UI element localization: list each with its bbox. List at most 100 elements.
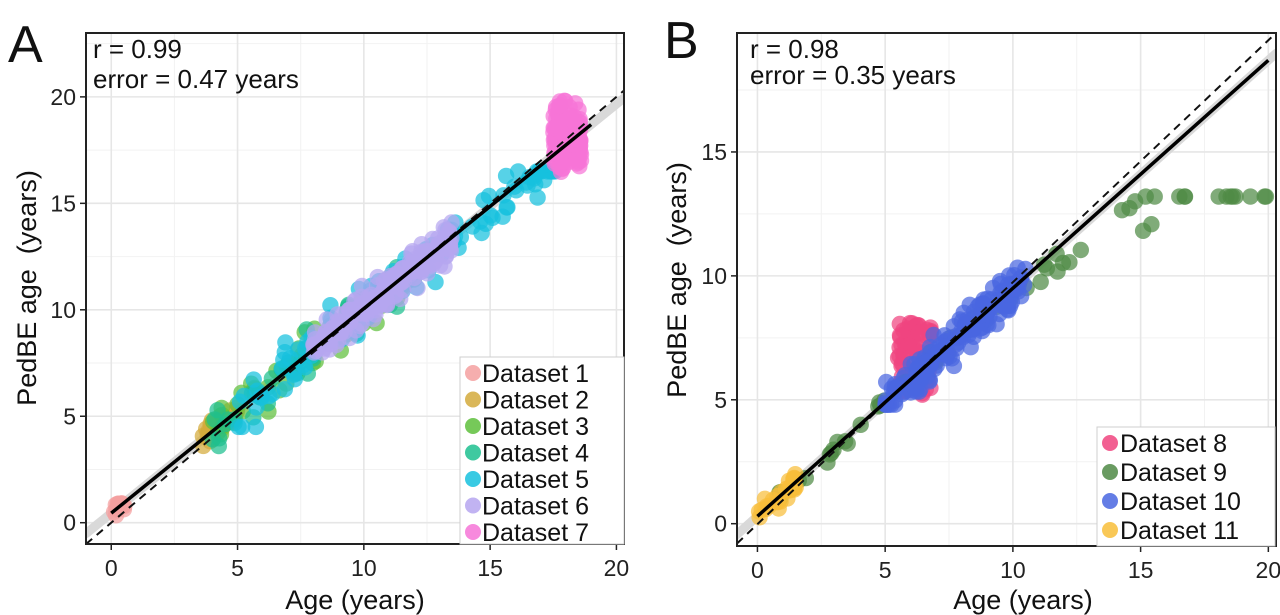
data-point [921, 373, 938, 390]
legend-label: Dataset 1 [482, 360, 589, 388]
panel-a-x-ticks: 0 5 10 15 20 [105, 544, 629, 581]
data-point [437, 221, 454, 239]
panel-b-lines [737, 33, 1276, 545]
data-point [536, 172, 553, 189]
x-tick-label: 0 [751, 557, 764, 583]
legend-swatch [465, 471, 481, 487]
data-point [1224, 188, 1241, 205]
data-point [1054, 254, 1072, 272]
legend-label: Dataset 6 [482, 493, 589, 521]
series-dataset-6 [305, 214, 460, 361]
y-tick-label: 5 [63, 403, 76, 429]
x-tick-label: 15 [1128, 557, 1154, 583]
y-tick-label: 5 [714, 387, 727, 413]
y-tick-label: 15 [50, 190, 76, 216]
legend-label: Dataset 8 [1120, 430, 1227, 458]
data-point [907, 383, 925, 400]
regression-line [110, 123, 593, 515]
data-point [499, 199, 516, 216]
data-point [568, 152, 585, 169]
data-point [1146, 188, 1163, 205]
data-point [353, 288, 370, 305]
y-tick-label: 10 [50, 297, 76, 323]
panel-letter-a: A [8, 16, 43, 74]
data-point [563, 111, 580, 128]
data-point [1032, 273, 1049, 291]
x-tick-label: 10 [1000, 557, 1026, 583]
legend-label: Dataset 7 [482, 519, 589, 547]
data-point [992, 275, 1009, 293]
x-tick-label: 0 [105, 555, 118, 581]
data-point [553, 145, 570, 162]
panel-a: A 0 5 10 15 20 0 5 10 15 20 Age (years) PedBE ag… [8, 16, 629, 615]
panel-b-frame [736, 32, 1277, 547]
data-point [910, 324, 927, 341]
legend-swatch [1102, 493, 1118, 509]
data-point [497, 167, 515, 185]
panel-b-annotation-r: r = 0.98 [750, 34, 839, 64]
data-point [551, 97, 569, 114]
data-point [751, 509, 768, 526]
data-point [1072, 241, 1090, 259]
data-point [276, 381, 293, 398]
legend-swatch [465, 524, 481, 540]
data-point [756, 490, 774, 507]
data-point [529, 189, 546, 206]
regression-line [756, 58, 1270, 518]
identity-line [737, 33, 1276, 545]
data-point [376, 279, 394, 296]
panel-a-lines [86, 89, 624, 544]
panel-b-y-ticks: 0 5 10 15 [701, 139, 737, 537]
panel-b-x-ticks: 0 5 10 15 20 [751, 546, 1280, 583]
data-point [416, 247, 433, 265]
legend-label: Dataset 10 [1120, 488, 1241, 516]
x-tick-label: 20 [604, 555, 630, 581]
panel-letter-b: B [664, 12, 699, 70]
y-tick-label: 0 [63, 510, 76, 536]
data-point [1257, 188, 1275, 205]
panel-a-y-ticks: 0 5 10 15 20 [50, 84, 86, 536]
data-point [941, 348, 958, 365]
panel-a-y-axis-title: PedBE age (years) [12, 170, 42, 406]
data-point [289, 341, 306, 358]
legend-label: Dataset 2 [482, 387, 589, 415]
panel-a-annotation-r: r = 0.99 [93, 34, 182, 64]
panel-a-points [105, 92, 590, 524]
panel-b-x-axis-title: Age (years) [953, 585, 1093, 615]
y-tick-label: 15 [701, 139, 727, 165]
legend-label: Dataset 9 [1120, 459, 1227, 487]
data-point [1126, 193, 1144, 210]
y-tick-label: 20 [50, 84, 76, 110]
data-point [1000, 302, 1017, 319]
data-point [247, 418, 265, 436]
data-point [234, 418, 251, 436]
data-point [367, 306, 384, 323]
legend-swatch [1102, 522, 1118, 538]
x-tick-label: 5 [879, 557, 892, 583]
legend-swatch [1102, 435, 1118, 451]
data-point [1038, 260, 1056, 277]
panel-b: B 0 5 10 15 20 0 5 10 15 Age (years) PedBE age … [662, 12, 1280, 615]
panel-b-annotation-error: error = 0.35 years [750, 60, 956, 90]
legend-swatch [465, 497, 481, 514]
legend-label: Dataset 3 [482, 413, 589, 441]
panel-b-y-axis-title: PedBE age (years) [662, 162, 692, 398]
legend-swatch [465, 365, 481, 381]
legend-box [1096, 426, 1276, 547]
legend-swatch [465, 391, 481, 408]
panel-a-x-axis-title: Age (years) [285, 585, 425, 615]
x-tick-label: 20 [1256, 557, 1280, 583]
y-tick-label: 0 [714, 511, 727, 537]
data-point [475, 192, 492, 209]
data-point [1009, 259, 1026, 276]
series-dataset-7 [545, 92, 590, 180]
data-point [1171, 188, 1188, 205]
y-tick-label: 10 [701, 263, 727, 289]
data-point [891, 347, 908, 364]
x-tick-label: 15 [477, 555, 503, 581]
x-tick-label: 10 [351, 555, 377, 581]
data-point [1242, 188, 1259, 205]
